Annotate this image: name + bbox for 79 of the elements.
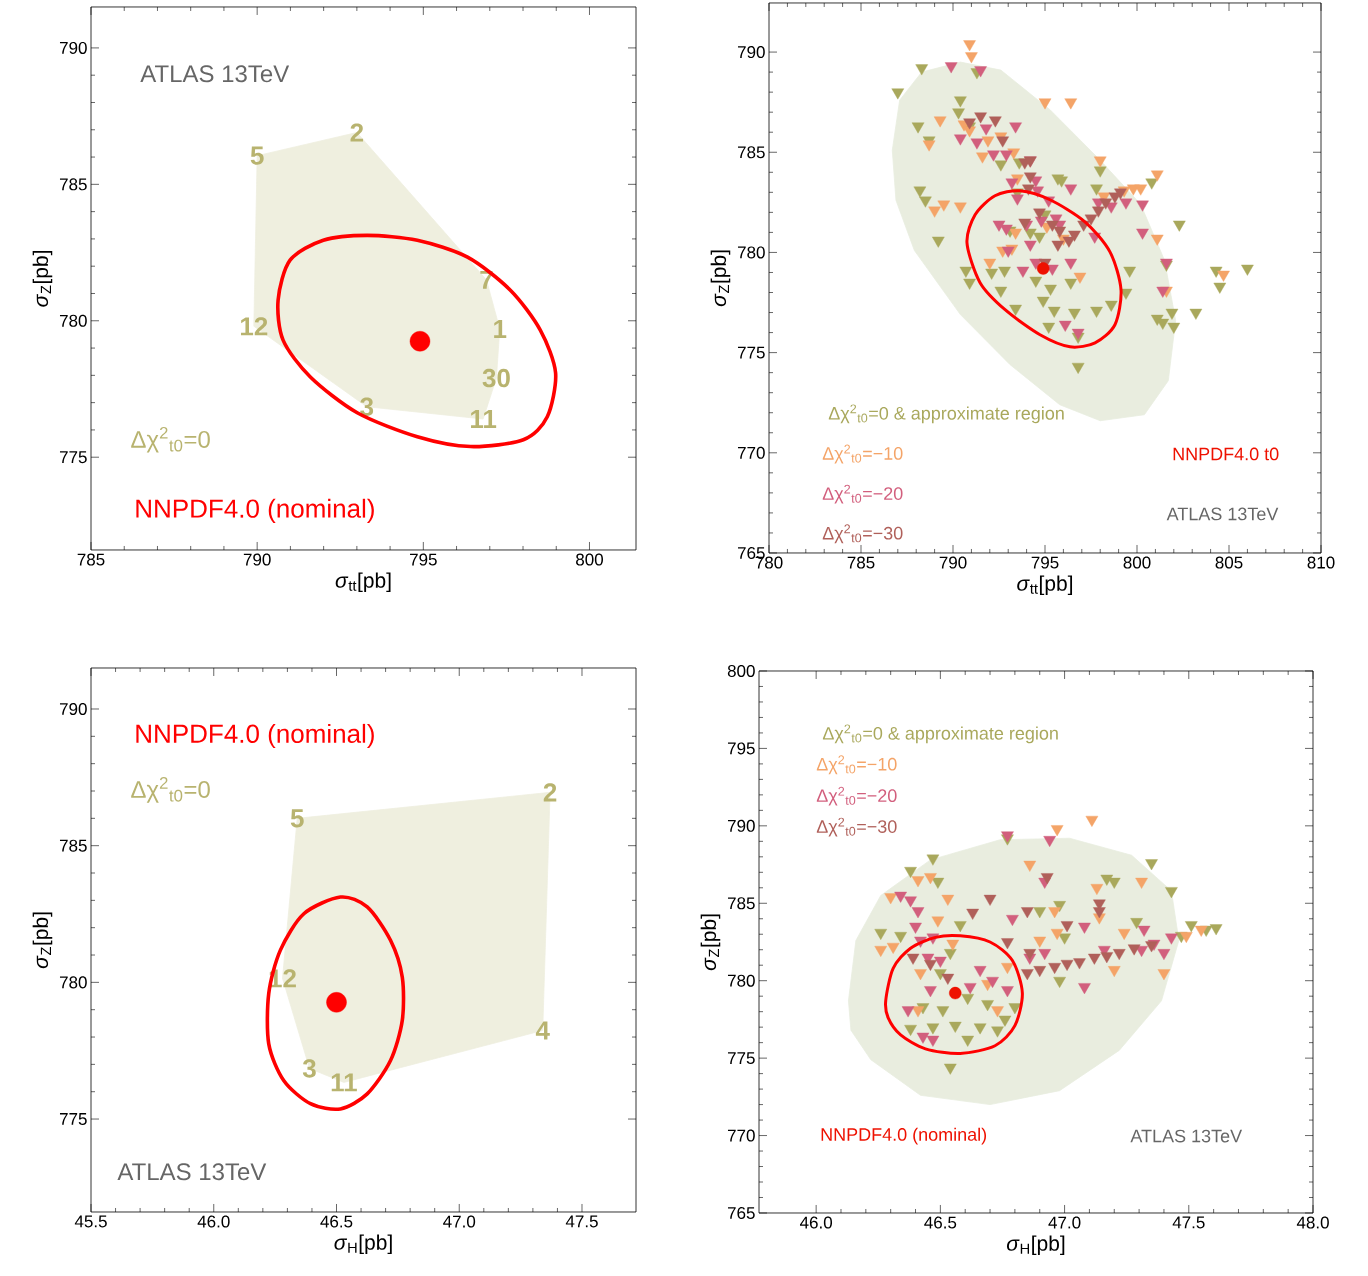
x-tick-label: 785 <box>77 553 105 566</box>
y-tick-label: 780 <box>737 246 765 259</box>
text: NNPDF4.0 (nominal) <box>136 723 374 749</box>
x-tick-label: 47.0 <box>443 1215 476 1228</box>
x-tick-label: 800 <box>576 553 603 566</box>
annotation: 4 <box>535 1021 550 1040</box>
y-tick-label: 770 <box>727 1129 755 1142</box>
x-tick-label: 790 <box>939 556 967 569</box>
annotation: 2 <box>350 123 364 142</box>
text: Δχ$^{2}$$_{t0}$=−10 <box>816 755 897 775</box>
y-tick-label: 785 <box>59 178 87 191</box>
y-tick-label: 790 <box>59 41 87 54</box>
text: Δχ$^{2}$$_{t0}$=−20 <box>822 484 903 504</box>
annotation: Δχ$^{2}$$_{t0}$=0 <box>131 776 210 803</box>
text: Δχ$^{2}$$_{t0}$=−30 <box>822 524 903 544</box>
annotation: ATLAS 13TeV <box>140 65 290 83</box>
y-axis-title: σ$_{Z}$[pb] <box>710 250 731 307</box>
series-label: Δχ$^{2}$$_{t0}$=0 & approximate region <box>828 404 1064 424</box>
annotation: 12 <box>241 317 268 336</box>
annotation: ATLAS 13TeV <box>1166 507 1279 521</box>
y-tick-label: 775 <box>737 346 765 359</box>
annotation: Δχ$^{2}$$_{t0}$=0 <box>131 426 210 453</box>
y-axis-title: σ$_{Z}$[pb] <box>700 914 721 971</box>
y-tick-label: 770 <box>737 446 765 459</box>
text: NNPDF4.0 t0 <box>1173 447 1279 461</box>
text: Δχ$^{2}$$_{t0}$=−30 <box>816 817 897 837</box>
x-tick-label: 46.0 <box>197 1215 230 1228</box>
annotation: ATLAS 13TeV <box>1130 1129 1243 1143</box>
x-tick-label: 790 <box>243 553 271 566</box>
x-tick-label: 46.5 <box>924 1216 957 1229</box>
x-tick-label: 46.5 <box>320 1215 353 1228</box>
x-tick-label: 795 <box>410 553 437 566</box>
y-tick-label: 785 <box>737 146 765 159</box>
y-tick-label: 800 <box>727 664 755 678</box>
x-axis-title: σ$_{tt}$[pb] <box>1017 575 1073 595</box>
y-tick-label: 795 <box>727 742 755 755</box>
y-tick-label: 765 <box>727 1206 755 1220</box>
x-tick-label: 800 <box>1123 556 1151 569</box>
text: Δχ$^{2}$$_{t0}$=0 & approximate region <box>822 724 1058 744</box>
y-tick-label: 775 <box>59 1113 87 1125</box>
x-tick-label: 795 <box>1031 556 1059 569</box>
y-tick-label: 785 <box>727 897 755 910</box>
annotation: ATLAS 13TeV <box>117 1163 267 1181</box>
y-tick-label: 780 <box>59 314 87 327</box>
x-tick-label: 48.0 <box>1296 1216 1329 1229</box>
y-tick-label: 790 <box>737 46 765 59</box>
x-tick-label: 47.0 <box>1048 1216 1081 1229</box>
annotation: 1 <box>494 320 507 338</box>
text: Δχ$^{2}$$_{t0}$=−10 <box>822 444 903 464</box>
text: NNPDF4.0 (nominal) <box>136 498 374 523</box>
x-axis-title: σ$_{tt}$[pb] <box>335 572 391 592</box>
annotation: 2 <box>543 783 557 802</box>
x-tick-label: 785 <box>847 556 875 569</box>
x-axis-title: σ$_{H}$[pb] <box>1006 1235 1065 1255</box>
y-axis-title: σ$_{Z}$[pb] <box>32 912 53 969</box>
y-tick-label: 775 <box>727 1052 755 1065</box>
annotation: 3 <box>302 1059 316 1078</box>
y-tick-label: 780 <box>59 976 87 989</box>
x-tick-label: 47.5 <box>565 1215 598 1228</box>
annotation: 30 <box>482 368 510 388</box>
x-tick-label: 805 <box>1215 556 1243 569</box>
annotation: 5 <box>290 809 304 828</box>
annotation: 3 <box>360 397 374 416</box>
text: NNPDF4.0 (nominal) <box>821 1127 987 1145</box>
annotation: 11 <box>331 1073 357 1092</box>
annotation: 5 <box>250 146 264 165</box>
x-axis-title: σ$_{H}$[pb] <box>334 1234 392 1254</box>
text: Δχ$^{2}$$_{t0}$=−20 <box>816 786 897 806</box>
x-tick-label: 46.0 <box>799 1216 833 1229</box>
x-tick-label: 47.5 <box>1172 1216 1205 1229</box>
x-tick-label: 810 <box>1307 556 1335 569</box>
x-tick-label: 45.5 <box>74 1215 107 1228</box>
y-tick-label: 790 <box>59 702 87 716</box>
annotation: 11 <box>471 410 497 428</box>
y-tick-label: 785 <box>59 839 87 852</box>
y-axis-title: σ$_{Z}$[pb] <box>32 251 53 307</box>
y-tick-label: 780 <box>727 974 755 987</box>
y-tick-label: 790 <box>727 819 755 832</box>
y-tick-label: 775 <box>59 451 87 464</box>
